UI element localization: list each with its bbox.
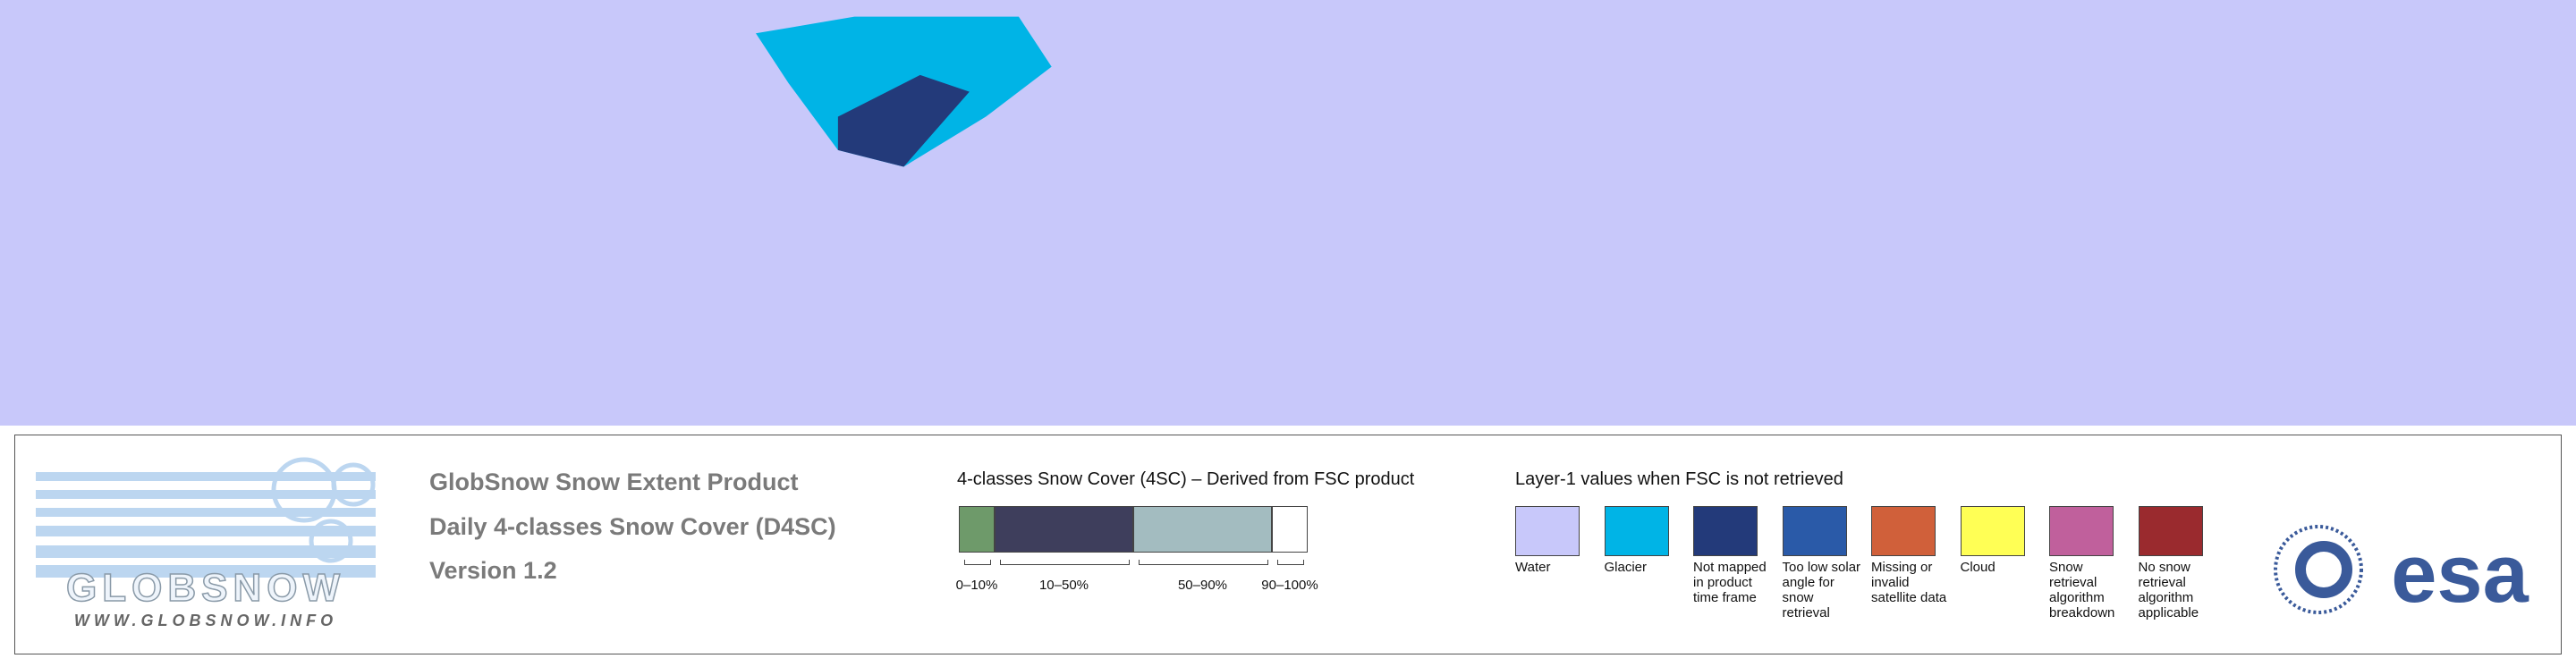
colorbar-label: 90–100% bbox=[1261, 578, 1318, 593]
legend-label: Too low solar angle for snow retrieval bbox=[1782, 560, 1861, 621]
water bbox=[0, 0, 2576, 426]
snowflake bbox=[331, 462, 376, 507]
product-title: GlobSnow Snow Extent Product bbox=[429, 469, 799, 495]
snow-cover-colorbar: 0–10% 10–50% 50–90% 90–100% bbox=[956, 506, 1318, 595]
colorbar-label: 50–90% bbox=[1177, 578, 1228, 593]
legend-label: Snow retrieval algorithm breakdown bbox=[2049, 560, 2115, 621]
colorbar-segment bbox=[1272, 506, 1308, 553]
colorbar-segment bbox=[1133, 506, 1272, 553]
colorbar-segment bbox=[995, 506, 1133, 553]
legend-swatch bbox=[1782, 506, 1847, 556]
legend-swatch bbox=[1604, 506, 1669, 556]
snowflake bbox=[309, 519, 353, 563]
legend-swatch bbox=[2138, 506, 2203, 556]
esa-emblem bbox=[2274, 525, 2363, 614]
colorbar-segment bbox=[959, 506, 995, 553]
layer1-legend: Water Glacier Not mapped in product time f… bbox=[1515, 506, 2249, 640]
legend-label: Missing or invalid satellite data bbox=[1871, 560, 1947, 605]
legend-label: No snow retrieval algorithm applicable bbox=[2138, 560, 2199, 621]
colorbar-label: 10–50% bbox=[1038, 578, 1089, 593]
colorbar-bracket bbox=[1139, 560, 1268, 565]
legend-panel bbox=[14, 435, 2562, 654]
logo-stripe bbox=[36, 472, 376, 481]
logo-url: WWW.GLOBSNOW.INFO bbox=[74, 612, 337, 629]
logo-stripe bbox=[36, 565, 376, 578]
colorbar-label: 0–10% bbox=[955, 578, 998, 593]
legend-label: Not mapped in product time frame bbox=[1693, 560, 1767, 605]
esa-logo: esa bbox=[2274, 525, 2529, 620]
colorbar-bracket bbox=[964, 560, 991, 565]
legend-swatch bbox=[1515, 506, 1580, 556]
legend-label: Glacier bbox=[1604, 560, 1648, 575]
esa-emblem bbox=[2295, 541, 2352, 598]
esa-wordmark: esa bbox=[2391, 528, 2529, 620]
colorbar-bracket bbox=[1277, 560, 1304, 565]
legend-swatch bbox=[2049, 506, 2114, 556]
legend-label: Cloud bbox=[1960, 560, 1996, 575]
logo-wordmark: GLOBSNOW bbox=[66, 566, 345, 610]
legend-swatch bbox=[1960, 506, 2025, 556]
logo-stripe bbox=[36, 526, 376, 536]
product-version: Version 1.2 bbox=[429, 557, 557, 584]
greenland-unmapped bbox=[837, 74, 970, 167]
globsnow-logo: GLOBSNOW WWW.GLOBSNOW.INFO bbox=[36, 457, 376, 629]
legend-swatch bbox=[1871, 506, 1936, 556]
logo-stripe bbox=[36, 508, 376, 517]
layer1-legend-title: Layer-1 values when FSC is not retrieved bbox=[1515, 469, 1843, 489]
snow-cover-legend-title: 4-classes Snow Cover (4SC) – Derived fro… bbox=[957, 469, 1415, 489]
product-subtitle: Daily 4-classes Snow Cover (D4SC) bbox=[429, 513, 836, 540]
colorbar-bracket bbox=[1000, 560, 1130, 565]
logo-stripe bbox=[36, 490, 376, 499]
logo-stripe bbox=[36, 545, 376, 558]
legend-swatch bbox=[1693, 506, 1758, 556]
legend-label: Water bbox=[1515, 560, 1551, 575]
snow-map bbox=[0, 0, 2576, 426]
